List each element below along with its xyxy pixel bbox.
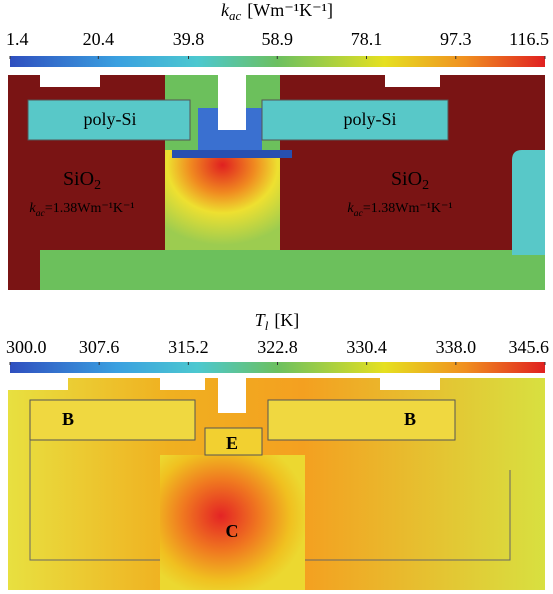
tick-label: 116.5 [509,29,549,49]
region-label: C [226,521,239,541]
region [165,150,280,250]
base [267,399,456,441]
outline [29,440,511,561]
label-text: SiO [391,168,422,190]
colorbar [10,56,545,67]
tick-label: 300.0 [6,337,47,357]
colorbar [10,362,545,373]
region-label: poly-Si [343,109,396,129]
region [160,378,205,390]
top-plot [8,75,545,290]
region-label: B [62,409,74,429]
label-text: B [62,409,74,429]
base [29,399,196,441]
region-label: kac=1.38Wm⁻¹K⁻¹ [29,201,134,219]
poly-si [261,99,449,141]
label-text: k [29,201,36,216]
title-unit: [Wm⁻¹K⁻¹] [247,0,333,20]
bottom-plot [8,378,545,590]
label-sub: ac [354,208,364,219]
label-rest: =1.38Wm⁻¹K⁻¹ [45,201,135,216]
tick-label: 315.2 [168,337,209,357]
label-rest: =1.38Wm⁻¹K⁻¹ [363,201,453,216]
label-sub: ac [36,208,46,219]
poly-si [27,99,191,141]
region [8,378,68,390]
region [40,75,100,87]
region-label: B [404,409,416,429]
region [385,75,440,87]
region-label: poly-Si [83,109,136,129]
title-unit: [K] [274,310,299,330]
tick-label: 322.8 [257,337,298,357]
tick-label: 20.4 [83,29,115,49]
region [218,378,246,413]
region-label: kac=1.38Wm⁻¹K⁻¹ [347,201,452,219]
region [512,150,545,255]
region [172,150,292,158]
tick-label: 1.4 [6,29,29,49]
tick-label: 39.8 [173,29,205,49]
emitter [204,427,263,456]
tick-label: 330.4 [346,337,387,357]
region [380,378,440,390]
title-sub: ac [229,8,242,23]
label-text: poly-Si [83,109,136,129]
label-text: C [226,521,239,541]
region-label: SiO2 [63,168,101,193]
label-sub: 2 [422,178,429,193]
tick-label: 78.1 [351,29,383,49]
tick-label: 307.6 [79,337,120,357]
tick-label: 338.0 [436,337,477,357]
label-text: E [226,433,238,453]
region-label: E [226,433,238,453]
title-symbol: k [221,0,230,20]
tick-label: 97.3 [440,29,472,49]
title-symbol: T [255,310,267,330]
colorbar-title: kac [Wm⁻¹K⁻¹] [221,0,333,23]
label-text: poly-Si [343,109,396,129]
region [218,75,246,130]
colorbar-title: Tl [K] [255,310,300,333]
tick-label: 58.9 [262,29,294,49]
region-label: SiO2 [391,168,429,193]
tick-label: 345.6 [509,337,550,357]
label-text: B [404,409,416,429]
label-sub: 2 [94,178,101,193]
label-text: SiO [63,168,94,190]
label-text: k [347,201,354,216]
title-sub: l [265,318,269,333]
collector [160,455,305,590]
